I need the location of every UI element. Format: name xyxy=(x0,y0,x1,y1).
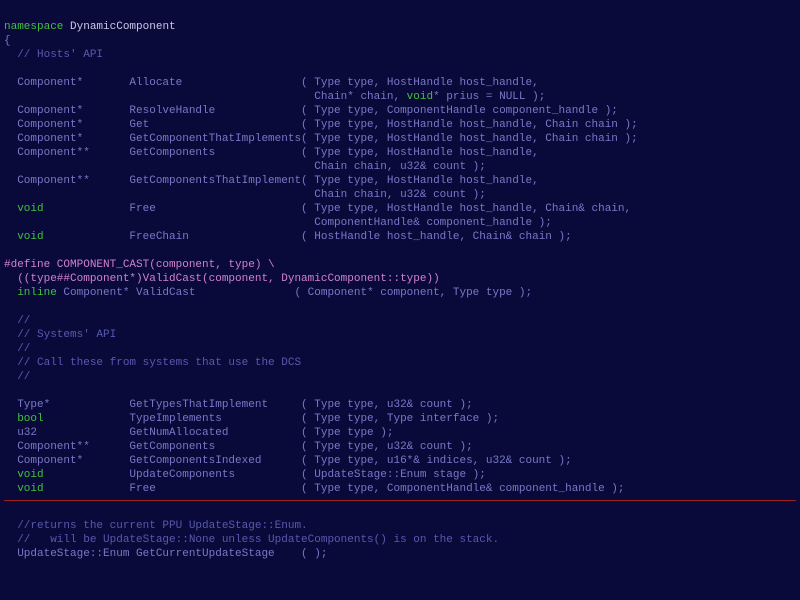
kw-namespace: namespace xyxy=(4,21,63,33)
comment-s2: // Systems' API xyxy=(4,329,116,341)
comment-s5: // xyxy=(4,371,30,383)
comment-r1: //returns the current PPU UpdateStage::E… xyxy=(4,520,308,532)
kw-bool: bool xyxy=(4,413,44,425)
line-free2: ComponentHandle& component_handle ); xyxy=(4,217,552,229)
line-updatecomp: UpdateComponents ( UpdateStage::Enum sta… xyxy=(44,469,486,481)
kw-void: void xyxy=(4,203,44,215)
code-block: namespace DynamicComponent { // Hosts' A… xyxy=(0,0,800,567)
line-get: Component* Get ( Type type, HostHandle h… xyxy=(4,119,638,131)
line-u32: u32 GetNumAllocated ( Type type ); xyxy=(4,427,393,439)
line-freechain: FreeChain ( HostHandle host_handle, Chai… xyxy=(44,231,572,243)
line-current-stage: UpdateStage::Enum GetCurrentUpdateStage … xyxy=(4,548,327,560)
kw-void: void xyxy=(4,469,44,481)
line-allocate2b: * prius = NULL ); xyxy=(433,91,545,103)
line-free3: Free ( Type type, ComponentHandle& compo… xyxy=(44,483,625,495)
line-free: Free ( Type type, HostHandle host_handle… xyxy=(44,203,632,215)
line-gets2: Chain chain, u32& count ); xyxy=(4,161,486,173)
line-validcast: Component* ValidCast ( Component* compon… xyxy=(57,287,532,299)
line-gcs: Component** GetComponents ( Type type, u… xyxy=(4,441,473,453)
line-typeimpl: TypeImplements ( Type type, Type interfa… xyxy=(44,413,499,425)
comment-s4: // Call these from systems that use the … xyxy=(4,357,301,369)
line-allocate2a: Chain* chain, xyxy=(4,91,407,103)
kw-inline: inline xyxy=(4,287,57,299)
kw-void: void xyxy=(4,483,44,495)
separator-rule xyxy=(4,500,796,501)
line-getsi: Component** GetComponentsThatImplement( … xyxy=(4,175,539,187)
line-allocate: Component* Allocate ( Type type, HostHan… xyxy=(4,77,539,89)
comment-s1: // xyxy=(4,315,30,327)
line-types: Type* GetTypesThatImplement ( Type type,… xyxy=(4,399,473,411)
comment-s3: // xyxy=(4,343,30,355)
brace-open: { xyxy=(4,35,11,47)
line-resolve: Component* ResolveHandle ( Type type, Co… xyxy=(4,105,618,117)
line-getsi2: Chain chain, u32& count ); xyxy=(4,189,486,201)
pp-define: #define COMPONENT_CAST(component, type) … xyxy=(4,259,275,271)
line-gets: Component** GetComponents ( Type type, H… xyxy=(4,147,539,159)
kw-void: void xyxy=(407,91,433,103)
ns-name: DynamicComponent xyxy=(63,21,175,33)
line-gci: Component* GetComponentsIndexed ( Type t… xyxy=(4,455,572,467)
kw-void: void xyxy=(4,231,44,243)
comment-r2: // will be UpdateStage::None unless Upda… xyxy=(4,534,499,546)
comment-hosts: // Hosts' API xyxy=(4,49,103,61)
line-getimpl: Component* GetComponentThatImplements( T… xyxy=(4,133,638,145)
pp-define2: ((type##Component*)ValidCast(component, … xyxy=(4,273,440,285)
